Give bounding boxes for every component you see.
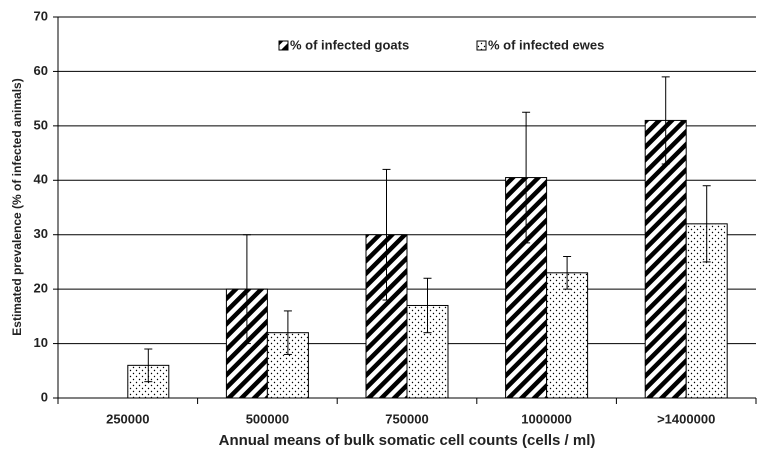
x-tick-label: 500000 bbox=[246, 411, 289, 426]
x-tick-label: 750000 bbox=[385, 411, 428, 426]
legend-swatch bbox=[278, 40, 289, 51]
error-bar bbox=[283, 310, 292, 355]
y-tick-label: 40 bbox=[34, 172, 48, 187]
x-tick-label: >1400000 bbox=[657, 411, 715, 426]
x-axis-title: Annual means of bulk somatic cell counts… bbox=[219, 432, 596, 449]
legend-label: % of infected goats bbox=[290, 37, 409, 52]
y-tick-label: 10 bbox=[34, 335, 48, 350]
legend-label: % of infected ewes bbox=[488, 37, 604, 52]
y-tick-label: 0 bbox=[41, 389, 48, 404]
x-tick-label: 1000000 bbox=[521, 411, 572, 426]
x-tick-label: 250000 bbox=[106, 411, 149, 426]
legend-swatch bbox=[476, 40, 487, 51]
y-tick-label: 20 bbox=[34, 281, 48, 296]
error-bar bbox=[242, 234, 251, 345]
y-tick-label: 30 bbox=[34, 226, 48, 241]
y-tick-label: 60 bbox=[34, 63, 48, 78]
error-bar bbox=[382, 168, 391, 301]
error-bar bbox=[702, 185, 711, 263]
y-tick-label: 70 bbox=[34, 8, 48, 23]
bar bbox=[644, 119, 687, 399]
error-bar bbox=[522, 111, 531, 244]
error-bar bbox=[563, 255, 572, 290]
y-axis-title: Estimated prevalence (% of infected anim… bbox=[10, 78, 24, 335]
error-bar bbox=[661, 76, 670, 165]
error-bar bbox=[423, 277, 432, 334]
error-bar bbox=[144, 348, 153, 383]
y-tick-label: 50 bbox=[34, 117, 48, 132]
bar bbox=[546, 272, 589, 399]
